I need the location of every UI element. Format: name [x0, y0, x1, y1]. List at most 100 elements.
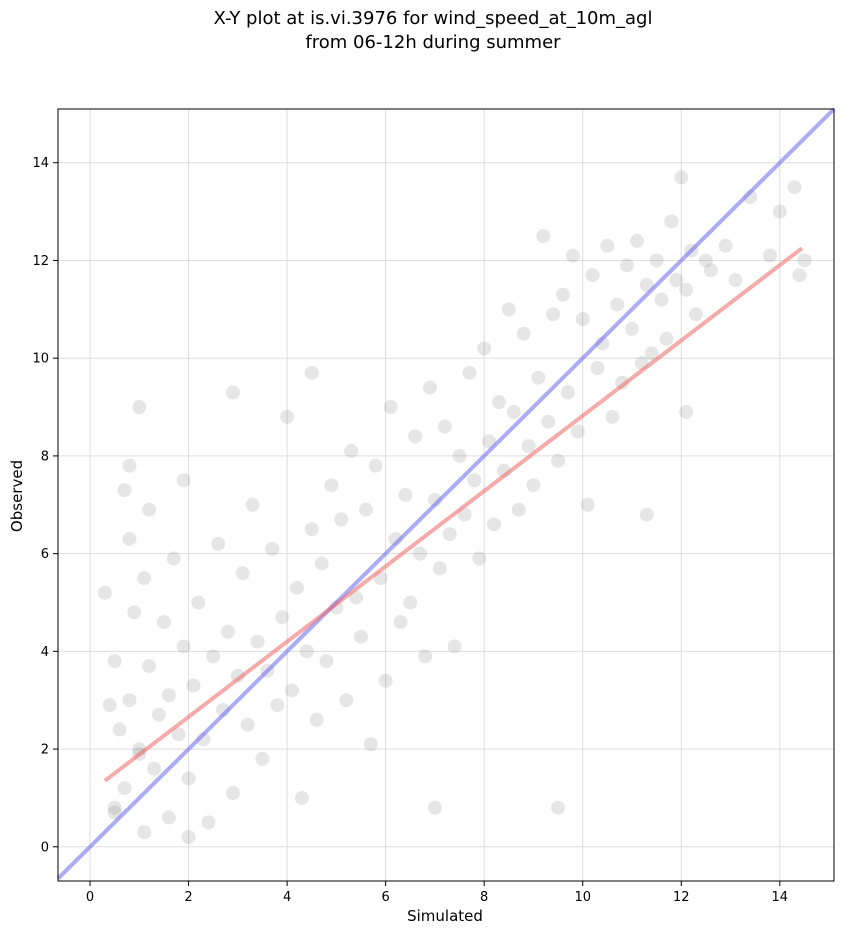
scatter-point: [477, 341, 492, 356]
scatter-point: [181, 771, 196, 786]
scatter-point: [201, 815, 216, 830]
scatter-point: [334, 512, 349, 527]
scatter-point: [772, 204, 787, 219]
scatter-point: [585, 268, 600, 283]
scatter-point: [536, 229, 551, 244]
y-axis-ticks: 0 2 4 6 8 10 12 14: [32, 156, 58, 855]
scatter-point: [610, 297, 625, 312]
scatter-point: [358, 502, 373, 517]
scatter-point: [230, 668, 245, 683]
scatter-point: [225, 786, 240, 801]
scatter-point: [102, 698, 117, 713]
y-tick-label: 10: [32, 352, 49, 367]
scatter-point: [270, 698, 285, 713]
scatter-point: [122, 531, 137, 546]
scatter-point: [516, 326, 531, 341]
scatter-point: [659, 331, 674, 346]
scatter-point: [447, 639, 462, 654]
scatter-point: [171, 727, 186, 742]
scatter-point: [506, 404, 521, 419]
scatter-point: [624, 321, 639, 336]
scatter-point: [422, 380, 437, 395]
scatter-point: [521, 439, 536, 454]
scatter-point: [280, 409, 295, 424]
scatter-point: [354, 629, 369, 644]
x-tick-label: 4: [283, 890, 291, 905]
scatter-point: [294, 790, 309, 805]
scatter-point: [122, 693, 137, 708]
scatter-point: [186, 678, 201, 693]
scatter-point: [349, 590, 364, 605]
scatter-point: [600, 238, 615, 253]
scatter-point: [467, 473, 482, 488]
scatter-point: [142, 659, 157, 674]
scatter-point: [432, 561, 447, 576]
scatter-point: [669, 273, 684, 288]
scatter-point: [265, 541, 280, 556]
scatter-point: [206, 649, 221, 664]
scatter-point: [698, 253, 713, 268]
scatter-point: [452, 448, 467, 463]
scatter-point: [689, 307, 704, 322]
scatter-point: [176, 473, 191, 488]
chart-title-line-2: from 06-12h during summer: [305, 32, 561, 53]
scatter-point: [176, 639, 191, 654]
y-tick-label: 12: [32, 254, 49, 269]
scatter-point: [112, 722, 127, 737]
y-axis-label: Observed: [8, 460, 26, 532]
scatter-point: [235, 566, 250, 581]
scatter-point: [728, 273, 743, 288]
y-tick-label: 2: [41, 743, 49, 758]
x-axis-ticks: 0 2 4 6 8 10 12 14: [86, 881, 788, 905]
scatter-point: [240, 717, 255, 732]
scatter-point: [501, 302, 516, 317]
scatter-point: [132, 400, 147, 415]
scatter-point: [762, 248, 777, 263]
scatter-point: [575, 312, 590, 327]
scatter-point: [649, 253, 664, 268]
scatter-point: [225, 385, 240, 400]
scatter-point: [629, 233, 644, 248]
scatter-point: [181, 830, 196, 845]
scatter-point: [107, 800, 122, 815]
scatter-point: [147, 761, 162, 776]
scatter-point: [166, 551, 181, 566]
scatter-point: [127, 605, 142, 620]
scatter-point: [620, 258, 635, 273]
scatter-point: [644, 346, 659, 361]
scatter-point: [393, 615, 408, 630]
scatter-point: [378, 673, 393, 688]
scatter-point: [309, 712, 324, 727]
scatter-point: [314, 556, 329, 571]
scatter-point: [551, 800, 566, 815]
scatter-point: [413, 546, 428, 561]
scatter-point: [137, 825, 152, 840]
scatter-point: [339, 693, 354, 708]
scatter-point: [590, 360, 605, 375]
scatter-point: [408, 429, 423, 444]
scatter-point: [289, 580, 304, 595]
scatter-point: [122, 458, 137, 473]
scatter-point: [487, 517, 502, 532]
y-tick-label: 14: [32, 156, 49, 171]
scatter-point: [285, 683, 300, 698]
scatter-point: [156, 615, 171, 630]
scatter-point: [418, 649, 433, 664]
scatter-point: [427, 800, 442, 815]
scatter-point: [472, 551, 487, 566]
y-tick-label: 6: [41, 547, 49, 562]
scatter-point: [654, 292, 669, 307]
scatter-point: [403, 595, 418, 610]
scatter-point: [324, 478, 339, 493]
scatter-point: [797, 253, 812, 268]
scatter-point: [605, 409, 620, 424]
x-tick-label: 6: [382, 890, 390, 905]
scatter-point: [639, 507, 654, 522]
scatter-point: [161, 688, 176, 703]
x-tick-label: 10: [574, 890, 591, 905]
scatter-points: [97, 170, 812, 845]
scatter-point: [245, 497, 260, 512]
x-tick-label: 12: [673, 890, 690, 905]
scatter-point: [255, 751, 270, 766]
